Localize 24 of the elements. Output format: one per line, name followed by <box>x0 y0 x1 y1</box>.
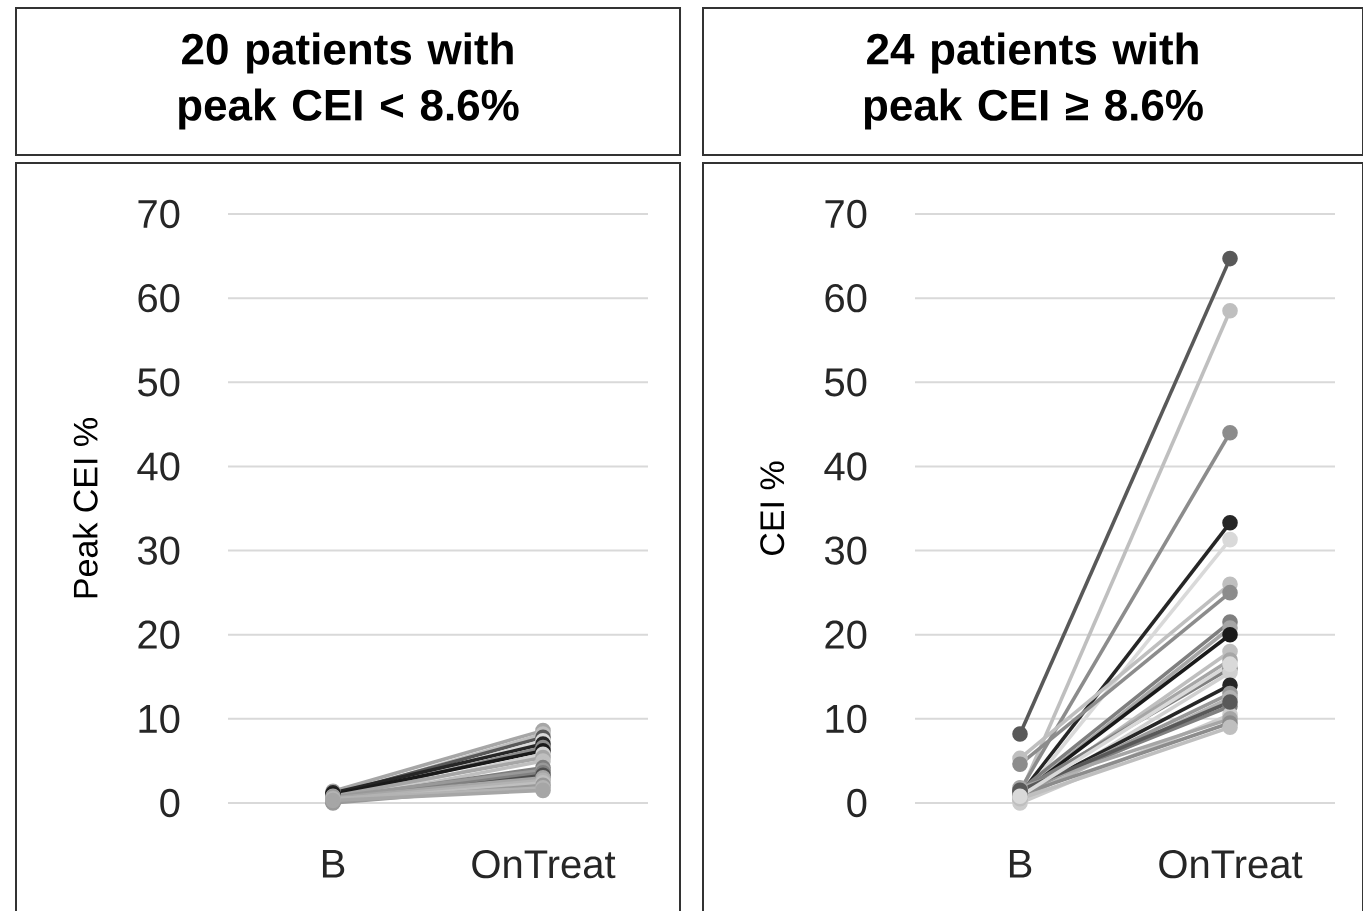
y-tick-label: 20 <box>825 620 867 649</box>
y-tick-label: 60 <box>825 284 867 313</box>
x-tick-label: OnTreat <box>1159 850 1303 879</box>
y-tick-label: 50 <box>138 368 180 397</box>
x-tick-label: B <box>322 850 345 878</box>
y-tick-label: 60 <box>138 284 180 313</box>
y-tick-label: 70 <box>138 199 180 229</box>
chart-title: 24 patients with peak CEI ≥ 8.6% <box>864 32 1203 130</box>
y-tick-label: 30 <box>824 536 867 565</box>
y-tick-label: 0 <box>847 788 867 818</box>
y-axis-title: CEI % <box>760 461 785 555</box>
y-tick-label: 40 <box>824 452 867 481</box>
x-tick-label: OnTreat <box>472 850 616 879</box>
y-tick-label: 40 <box>137 452 180 481</box>
y-tick-label: 10 <box>826 704 867 733</box>
y-tick-label: 0 <box>160 788 180 818</box>
y-tick-label: 20 <box>138 620 180 649</box>
y-tick-label: 10 <box>139 704 180 733</box>
chart-title: 20 patients with peak CEI < 8.6% <box>179 32 519 130</box>
y-tick-label: 70 <box>825 199 867 229</box>
y-tick-label: 30 <box>137 536 180 565</box>
y-axis-title: Peak CEI % <box>72 418 98 598</box>
x-tick-label: B <box>1009 850 1032 878</box>
y-tick-label: 50 <box>825 368 867 397</box>
